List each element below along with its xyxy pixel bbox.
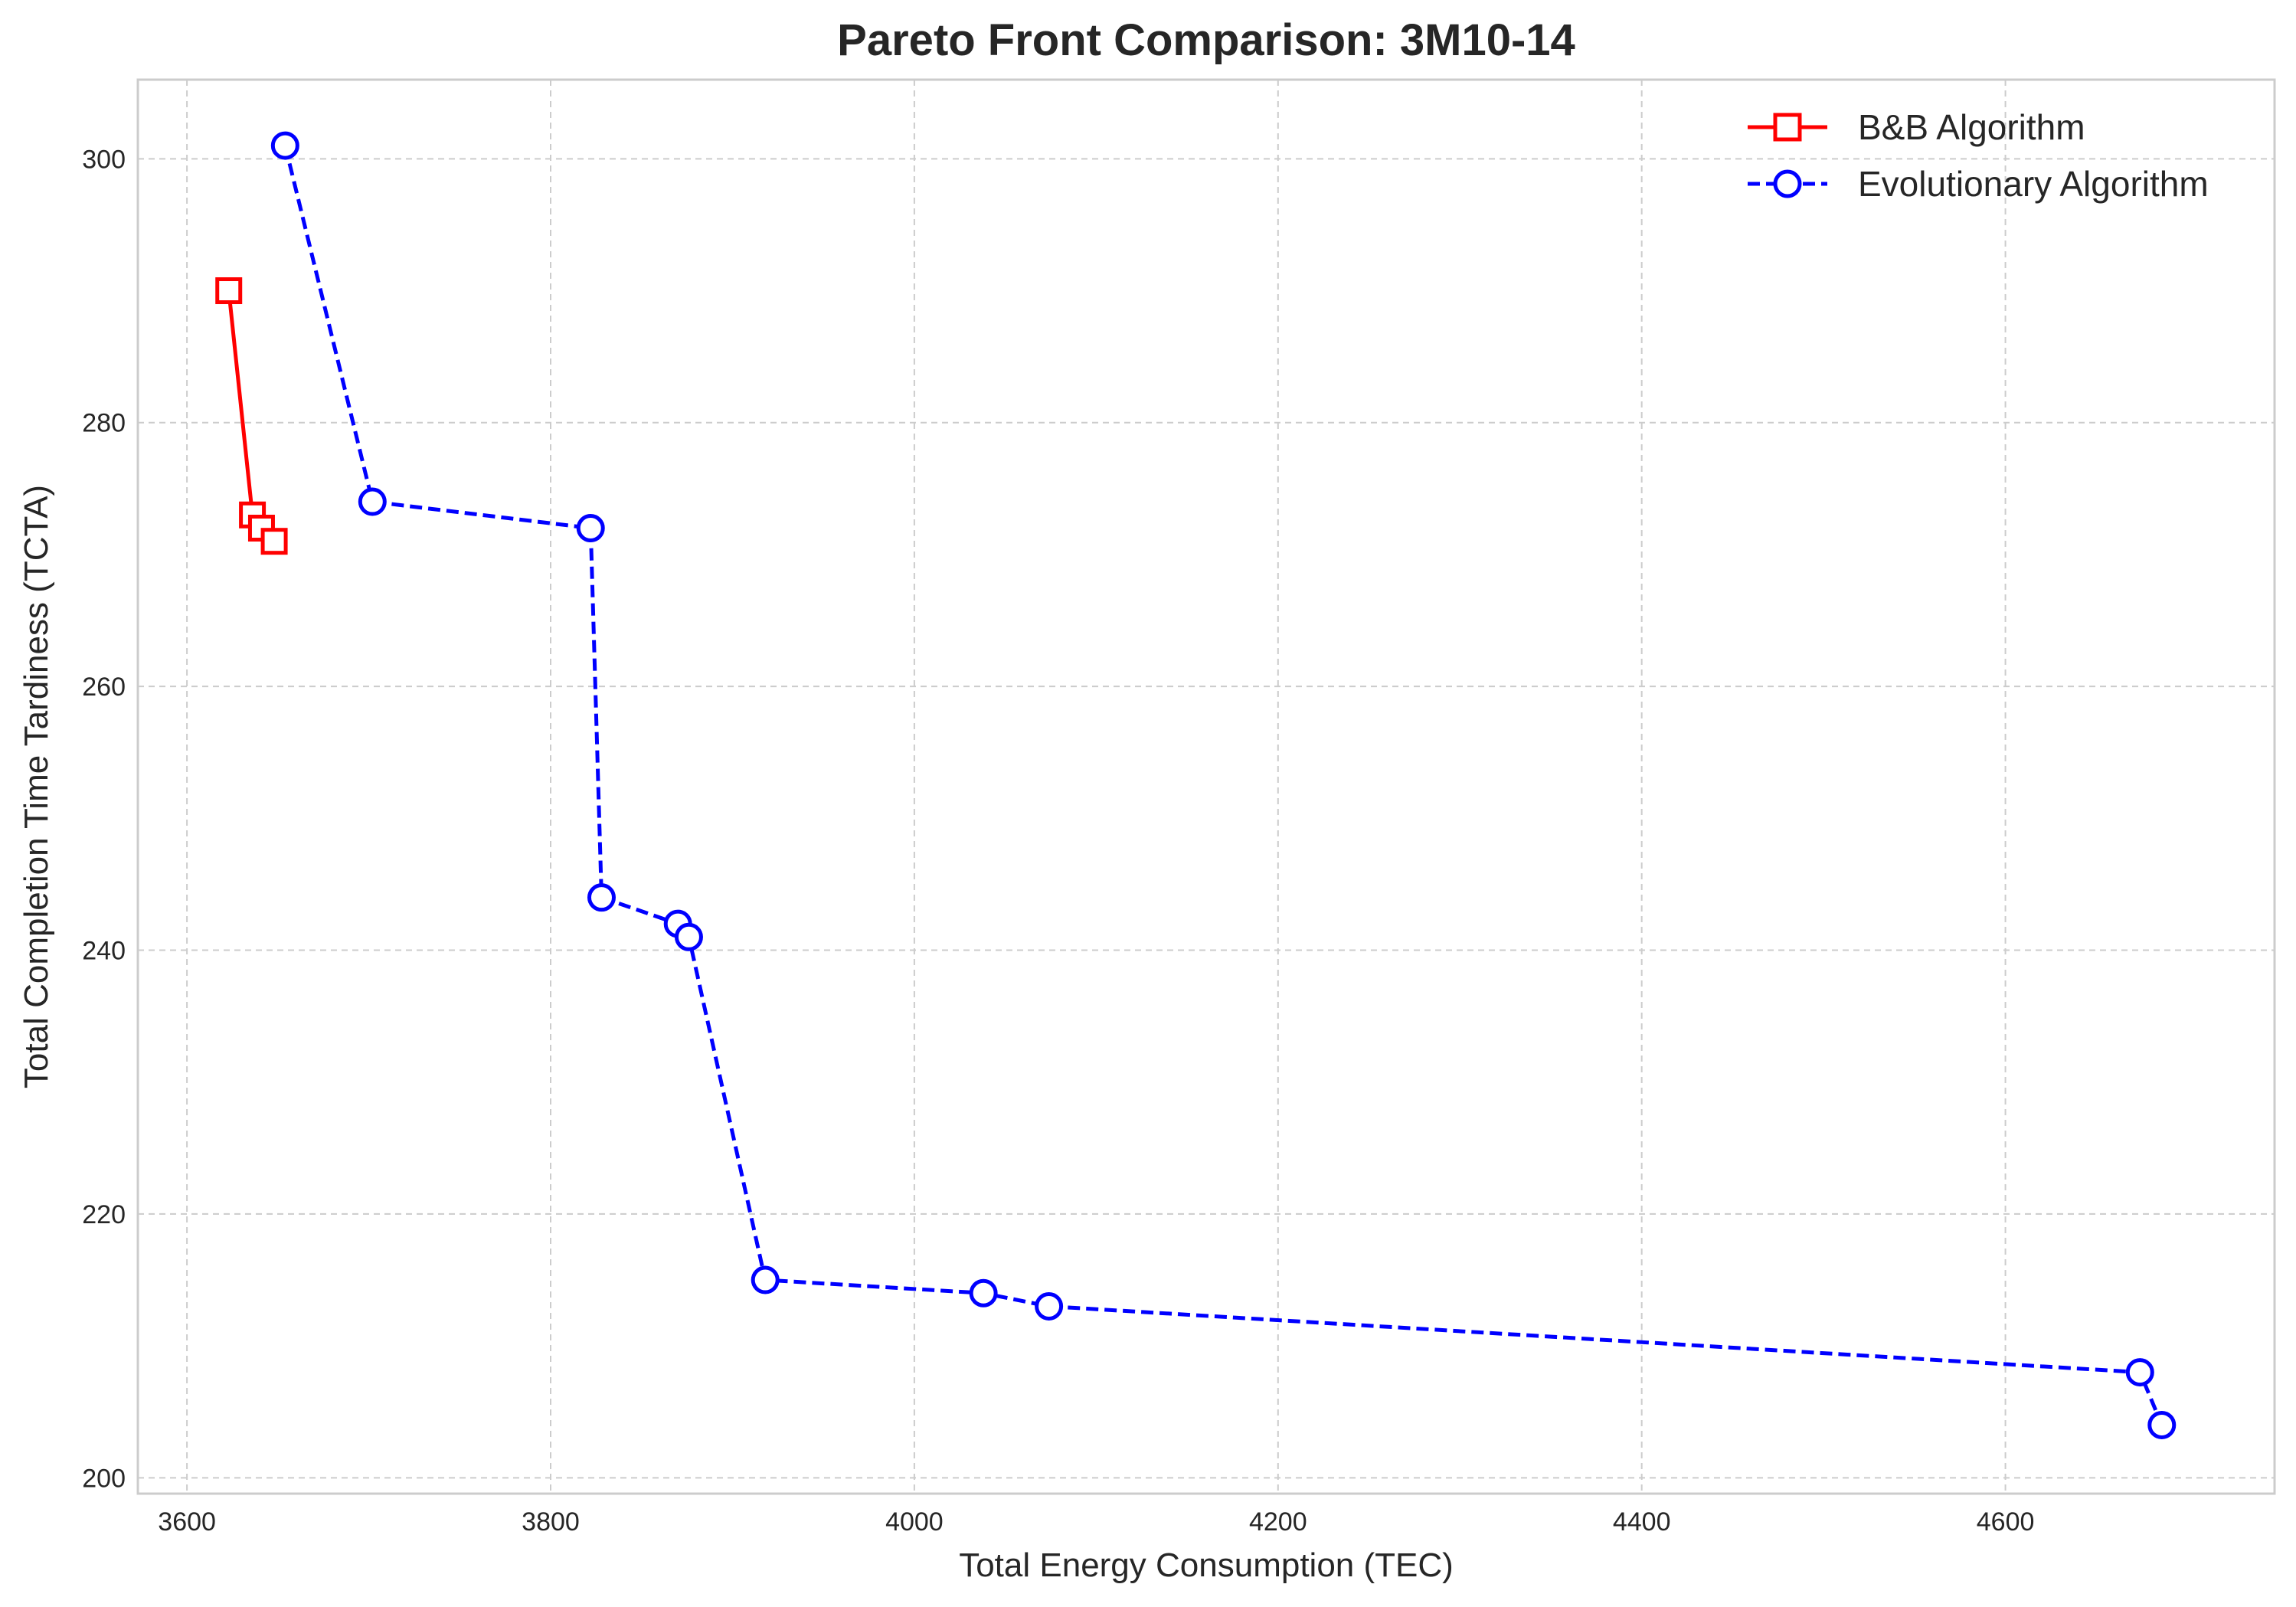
y-tick-label: 300 xyxy=(82,145,126,174)
legend: B&B Algorithm Evolutionary Algorithm xyxy=(1748,107,2209,204)
data-point-circle xyxy=(270,131,299,160)
data-point-circle xyxy=(576,513,605,542)
tick-labels: 3600 3800 4000 4200 4400 4600 200 220 240 260 280 3… xyxy=(82,145,2034,1537)
data-point-circle xyxy=(358,487,387,516)
series-layer xyxy=(215,131,2177,1439)
legend-marker-bb xyxy=(1773,113,1802,142)
legend-label-bb: B&B Algorithm xyxy=(1858,107,2085,147)
legend-entry-ea: Evolutionary Algorithm xyxy=(1748,164,2209,204)
x-axis-label: Total Energy Consumption (TEC) xyxy=(959,1546,1454,1584)
y-tick-label: 260 xyxy=(82,673,126,702)
x-tick-label: 4600 xyxy=(1977,1507,2035,1537)
series-0 xyxy=(215,277,288,555)
legend-marker-ea xyxy=(1773,169,1802,198)
legend-entry-bb: B&B Algorithm xyxy=(1748,107,2085,147)
x-tick-label: 3800 xyxy=(522,1507,580,1537)
grid xyxy=(138,80,2275,1494)
data-point-circle xyxy=(2147,1410,2177,1439)
data-point-circle xyxy=(2125,1358,2154,1387)
y-tick-label: 240 xyxy=(82,937,126,966)
data-point-circle xyxy=(674,922,703,951)
y-tick-label: 200 xyxy=(82,1464,126,1493)
plot-frame xyxy=(136,78,2276,1495)
data-point-circle xyxy=(1035,1291,1064,1321)
series-1 xyxy=(270,131,2177,1439)
data-point-square xyxy=(215,277,243,305)
data-point-circle xyxy=(587,883,616,912)
data-point-circle xyxy=(969,1278,998,1308)
x-tick-label: 4000 xyxy=(885,1507,944,1537)
y-axis-label: Total Completion Time Tardiness (TCTA) xyxy=(18,485,55,1088)
legend-label-ea: Evolutionary Algorithm xyxy=(1858,164,2209,204)
x-tick-label: 3600 xyxy=(158,1507,216,1537)
data-point-square xyxy=(260,528,288,555)
x-tick-label: 4400 xyxy=(1613,1507,1671,1537)
chart-title: Pareto Front Comparison: 3M10-14 xyxy=(837,15,1575,65)
y-tick-label: 220 xyxy=(82,1200,126,1229)
y-tick-label: 280 xyxy=(82,409,126,438)
data-point-circle xyxy=(751,1265,780,1294)
x-tick-label: 4200 xyxy=(1249,1507,1307,1537)
